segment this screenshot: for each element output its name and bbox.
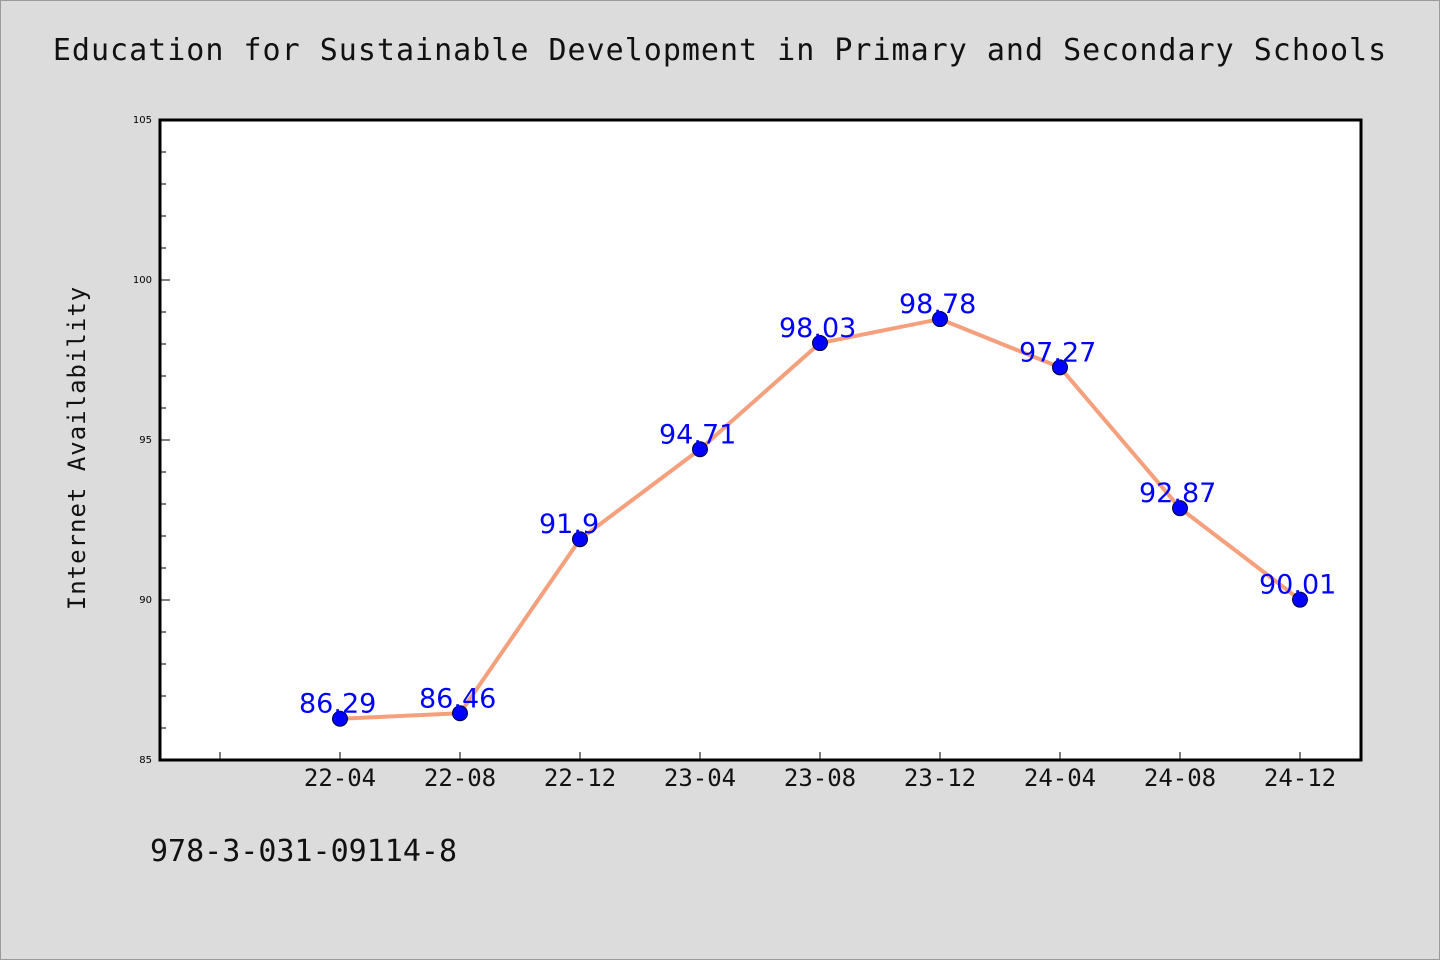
data-label: 94.71 [659, 419, 736, 450]
plot-area [158, 118, 1363, 762]
y-tick-label: 95 [139, 435, 152, 446]
data-point [1052, 359, 1068, 376]
x-tick-label: 22-04 [304, 764, 376, 792]
data-label: 91.9 [539, 509, 599, 540]
x-tick-label: 22-08 [424, 764, 496, 792]
data-label: 86.29 [299, 689, 376, 720]
data-label: 86.46 [419, 683, 496, 714]
data-point [812, 335, 828, 352]
data-point [1172, 500, 1188, 517]
x-tick-label: 23-04 [664, 764, 736, 792]
x-tick-label: 24-04 [1024, 764, 1096, 792]
x-tick-label: 23-08 [784, 764, 856, 792]
data-point [1292, 591, 1308, 608]
y-axis: 85 90 95 100 105 [133, 115, 170, 766]
y-tick-label: 85 [139, 755, 152, 766]
series-group: 86.29 86.46 91.9 94.71 98.03 98.78 97.27 92.87 9… [299, 289, 1336, 727]
data-point [452, 705, 468, 722]
data-point [692, 441, 708, 458]
x-axis: 22-04 22-08 22-12 23-04 23-08 23-12 24-04 24-08… [219, 752, 1336, 792]
data-point [332, 710, 348, 727]
data-label: 97.27 [1019, 337, 1096, 368]
footnote-isbn: 978-3-031-09114-8 [150, 834, 458, 869]
x-tick-label: 24-08 [1144, 764, 1216, 792]
data-point [932, 311, 948, 328]
data-label: 92.87 [1139, 478, 1216, 509]
data-label: 90.01 [1259, 570, 1336, 601]
data-point [572, 531, 588, 548]
chart-title: Education for Sustainable Development in… [52, 33, 1388, 68]
y-tick-label: 90 [139, 595, 152, 606]
y-tick-label: 105 [133, 115, 152, 126]
data-label: 98.78 [899, 289, 976, 320]
x-tick-label: 23-12 [904, 764, 976, 792]
data-label: 98.03 [779, 313, 856, 344]
x-tick-label: 22-12 [544, 764, 616, 792]
x-tick-label: 24-12 [1264, 764, 1336, 792]
y-tick-label: 100 [133, 275, 152, 286]
